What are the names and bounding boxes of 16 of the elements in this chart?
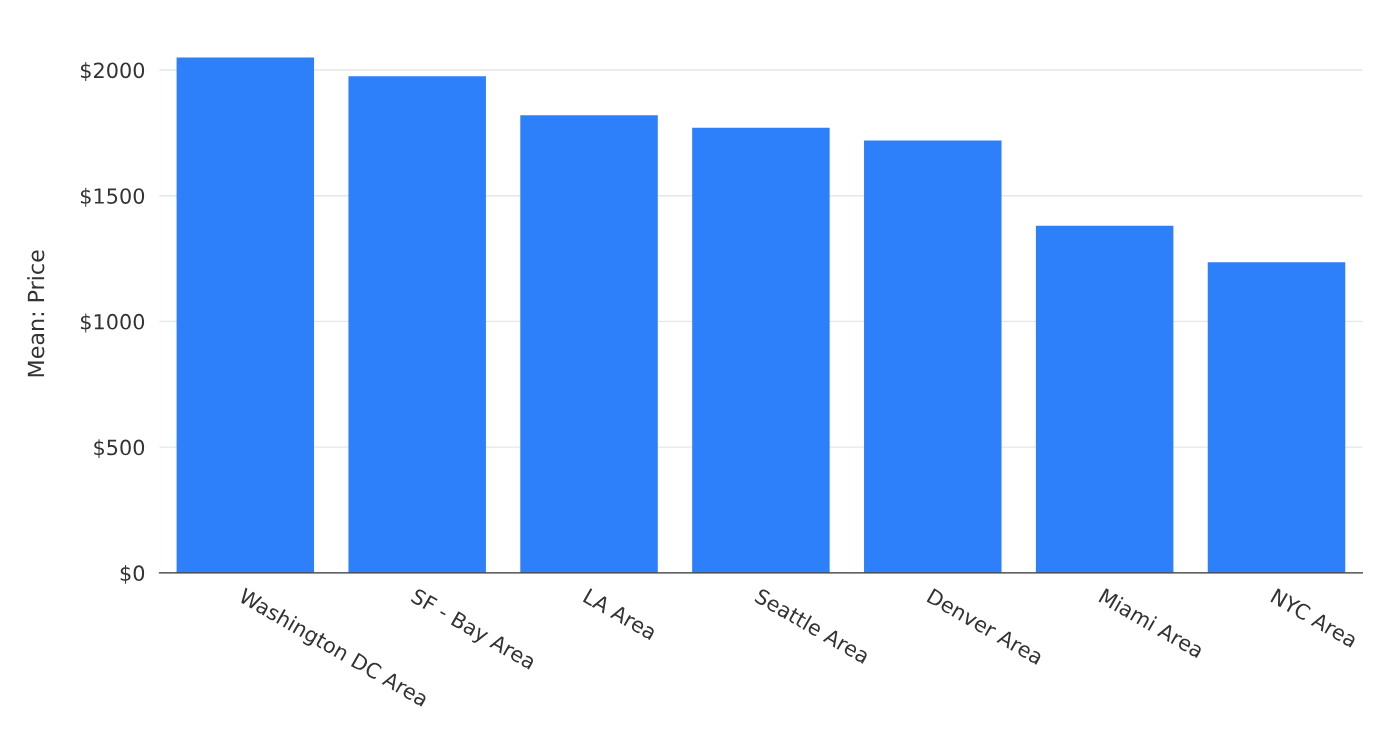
x-tick-label: NYC Area — [1270, 588, 1359, 648]
y-axis-title: Mean: Price — [27, 250, 45, 377]
x-tick-label: LA Area — [582, 588, 658, 641]
y-tick-label: $1500 — [80, 187, 145, 207]
bar — [692, 127, 830, 573]
bar — [1035, 225, 1174, 573]
bar — [1207, 262, 1346, 573]
bar — [348, 76, 486, 573]
y-tick-label: $500 — [94, 439, 145, 459]
y-tick-label: $1000 — [80, 313, 145, 333]
x-tick-label: SF - Bay Area — [408, 587, 537, 674]
bar — [520, 115, 658, 573]
bar — [176, 57, 315, 573]
y-tick-label: $2000 — [80, 62, 145, 81]
bar — [864, 140, 1002, 573]
y-tick-label: $0 — [120, 564, 145, 584]
